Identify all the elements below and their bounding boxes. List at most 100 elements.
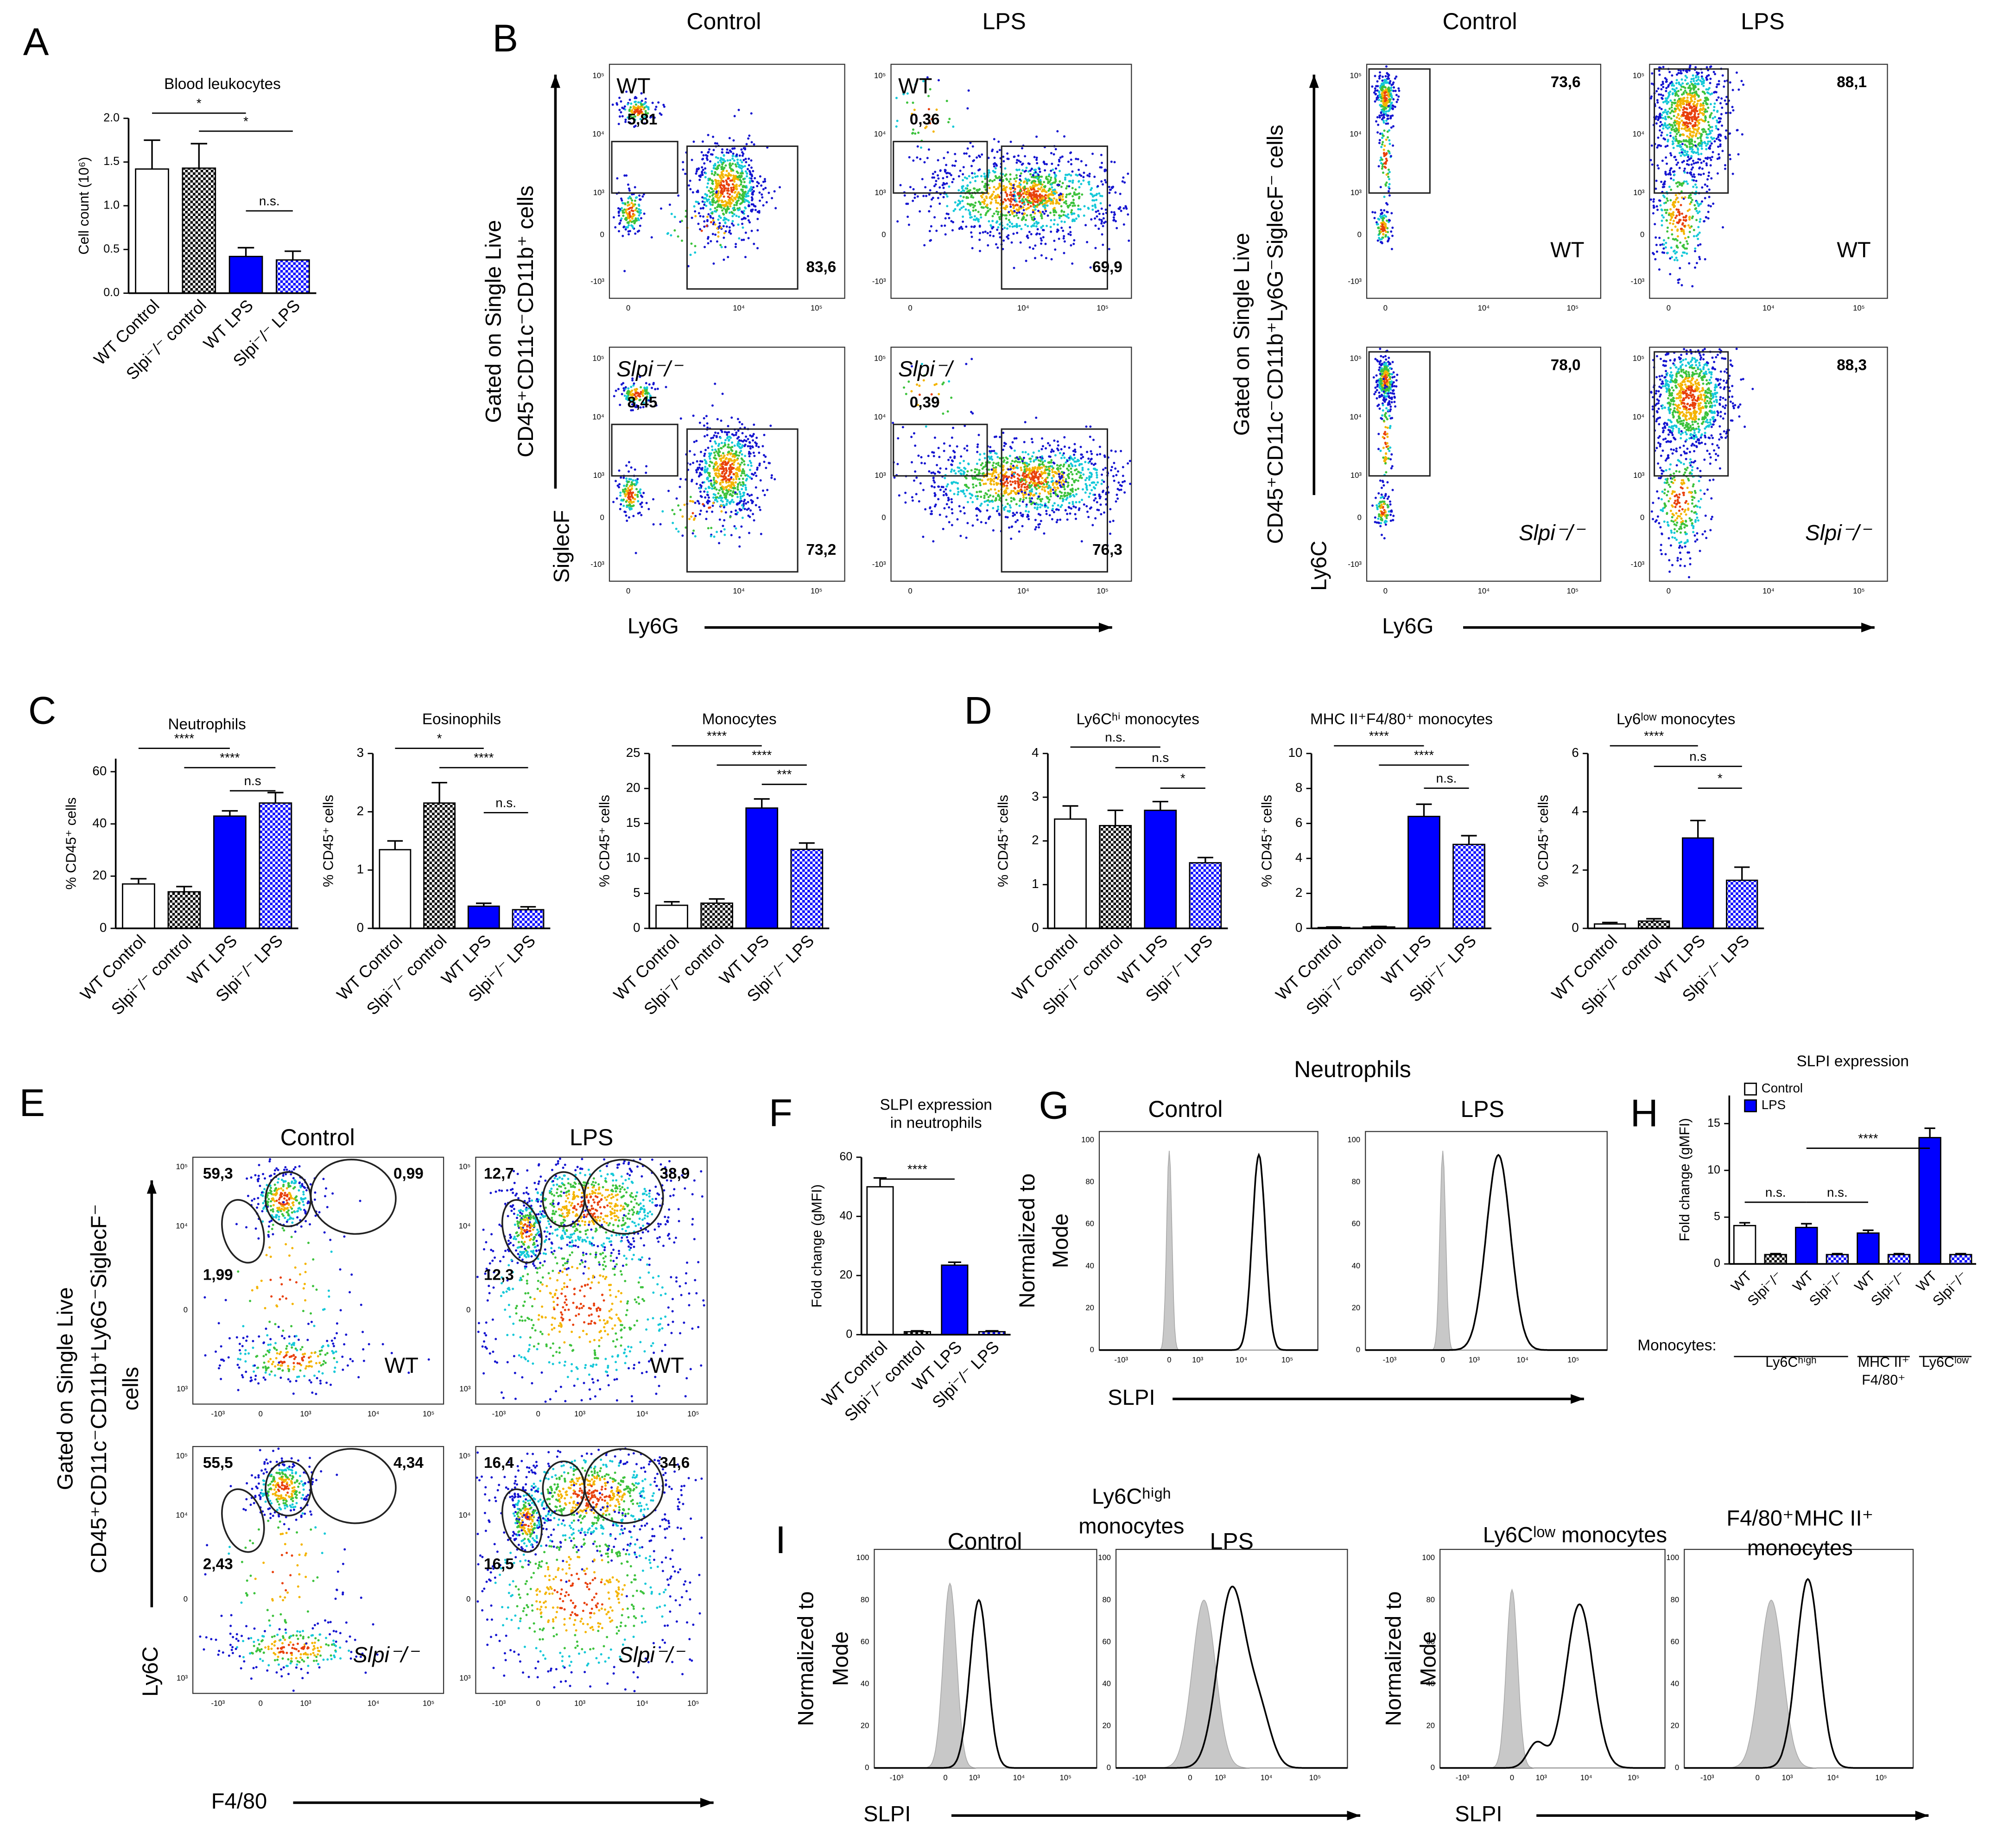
cell-dot: [767, 191, 770, 194]
cell-dot: [1036, 201, 1039, 203]
cell-dot: [999, 436, 1002, 438]
cell-dot: [706, 501, 709, 503]
cell-dot: [1057, 449, 1059, 451]
cell-dot: [1100, 153, 1103, 156]
cell-dot: [914, 132, 917, 135]
cell-dot: [972, 209, 975, 212]
cell-dot: [694, 245, 697, 247]
cell-dot: [673, 216, 676, 218]
cell-dot: [983, 198, 986, 201]
cell-dot: [716, 209, 718, 211]
cell-dot: [721, 393, 724, 395]
significance-label: ****: [174, 731, 194, 746]
cell-dot: [989, 224, 992, 227]
cell-dot: [1021, 147, 1024, 150]
cell-dot: [727, 446, 730, 449]
cell-dot: [1020, 172, 1022, 175]
cell-dot: [1058, 184, 1060, 186]
cell-dot: [747, 219, 750, 222]
cell-dot: [893, 476, 896, 479]
cell-dot: [720, 510, 723, 513]
cell-dot: [724, 217, 727, 220]
cell-dot: [727, 443, 730, 446]
cell-dot: [1059, 467, 1062, 470]
cell-dot: [624, 228, 627, 231]
cell-dot: [640, 386, 642, 389]
cell-dot: [1025, 480, 1028, 483]
cell-dot: [736, 444, 739, 447]
cell-dot: [1046, 468, 1049, 471]
bar: [379, 849, 412, 929]
cell-dot: [1014, 180, 1017, 183]
cell-dot: [903, 194, 906, 197]
cell-dot: [981, 479, 983, 482]
cell-dot: [716, 500, 719, 503]
cell-dot: [722, 225, 725, 228]
cell-dot: [1094, 204, 1097, 207]
cell-dot: [735, 471, 737, 474]
cell-dot: [953, 165, 956, 167]
cell-dot: [1050, 481, 1053, 483]
cell-dot: [1053, 171, 1056, 174]
cell-dot: [954, 208, 957, 210]
cell-dot: [1374, 89, 1377, 92]
cell-dot: [930, 471, 933, 474]
cell-dot: [761, 196, 764, 199]
cell-dot: [971, 494, 974, 497]
cell-dot: [1002, 239, 1005, 242]
cell-dot: [1039, 498, 1041, 501]
cell-dot: [736, 486, 739, 489]
cell-dot: [716, 206, 719, 209]
gate-percent: 0,36: [910, 111, 940, 128]
bar: [1826, 1254, 1849, 1265]
cell-dot: [1074, 188, 1077, 191]
cell-dot: [691, 512, 694, 514]
cell-dot: [749, 452, 752, 455]
cell-dot: [1030, 233, 1033, 235]
cell-dot: [971, 247, 974, 249]
cell-dot: [731, 183, 734, 186]
cell-dot: [989, 231, 992, 234]
cell-dot: [751, 445, 754, 448]
cell-dot: [742, 165, 744, 168]
cell-dot: [1109, 188, 1112, 191]
cell-dot: [1082, 456, 1084, 458]
cell-dot: [947, 458, 950, 461]
cell-dot: [615, 497, 618, 500]
cell-dot: [938, 202, 941, 205]
cell-dot: [908, 156, 911, 159]
cell-dot: [1055, 200, 1058, 203]
cell-dot: [698, 466, 701, 469]
cell-dot: [1053, 219, 1056, 222]
cell-dot: [1010, 500, 1013, 502]
cell-dot: [1100, 222, 1103, 225]
cell-dot: [1376, 80, 1379, 83]
y-tick-label: 20: [840, 1269, 853, 1282]
chart-title: Blood leukocytes: [164, 76, 281, 93]
flow-tick-label: 10⁴: [733, 587, 745, 596]
cell-dot: [974, 471, 976, 474]
cell-dot: [1031, 186, 1033, 189]
cell-dot: [1058, 194, 1060, 197]
cell-dot: [1046, 483, 1048, 486]
cell-dot: [729, 494, 731, 496]
cell-dot: [1002, 461, 1005, 463]
cell-dot: [918, 384, 921, 387]
cell-dot: [631, 505, 634, 508]
cell-dot: [1062, 237, 1065, 240]
cell-dot: [715, 488, 718, 491]
cell-dot: [753, 242, 755, 245]
cell-dot: [1077, 204, 1080, 207]
cell-dot: [949, 456, 952, 459]
cell-dot: [735, 185, 738, 188]
cell-dot: [1077, 488, 1079, 490]
cell-dot: [1025, 503, 1028, 506]
bar: [941, 1264, 969, 1336]
cell-dot: [978, 238, 981, 241]
cell-dot: [715, 442, 717, 445]
cell-dot: [1033, 224, 1035, 227]
y-tick-label: 1.0: [103, 199, 120, 212]
cell-dot: [1010, 463, 1013, 465]
cell-dot: [717, 179, 720, 182]
cell-dot: [725, 225, 728, 228]
